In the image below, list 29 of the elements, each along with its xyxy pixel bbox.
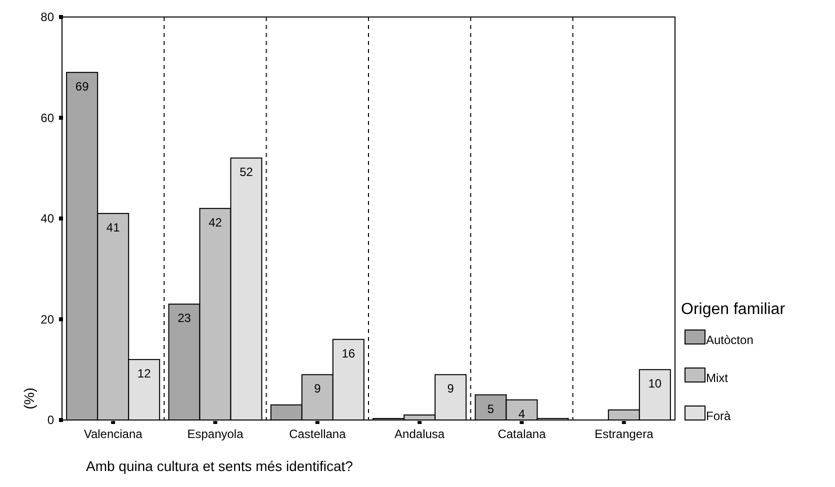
y-tick-label: 60 <box>40 110 54 125</box>
x-tick-label: Valenciana <box>84 427 143 441</box>
x-tick-label: Catalana <box>498 427 546 441</box>
legend-label: Mixt <box>706 371 729 385</box>
data-label: 23 <box>178 311 192 326</box>
x-tick-label: Estrangera <box>594 427 654 441</box>
legend-title: Origen familiar <box>681 301 786 318</box>
x-axis-title: Amb quina cultura et sents més identificat? <box>86 458 354 474</box>
x-tick-label: Espanyola <box>187 427 244 441</box>
y-axis-title: (%) <box>21 388 37 410</box>
legend-label: Forà <box>706 409 731 423</box>
data-label: 4 <box>518 406 526 421</box>
y-tick-label: 80 <box>40 10 54 24</box>
y-tick-label: 20 <box>40 312 54 326</box>
data-label: 41 <box>106 220 120 234</box>
y-tick-label: 0 <box>47 413 54 427</box>
data-label: 10 <box>648 376 662 391</box>
x-tick-label: Castellana <box>289 427 346 441</box>
data-label: 42 <box>208 215 222 230</box>
data-label: 9 <box>314 382 322 396</box>
data-label: 52 <box>240 165 254 180</box>
data-label: 5 <box>487 402 494 416</box>
data-label: 69 <box>75 79 90 94</box>
y-tick-label: 40 <box>40 212 54 226</box>
data-label: 9 <box>447 382 454 396</box>
data-label: 16 <box>342 346 356 360</box>
x-tick-label: Andalusa <box>394 427 445 441</box>
legend-label: Autòcton <box>706 333 754 347</box>
data-label: 12 <box>137 366 152 381</box>
